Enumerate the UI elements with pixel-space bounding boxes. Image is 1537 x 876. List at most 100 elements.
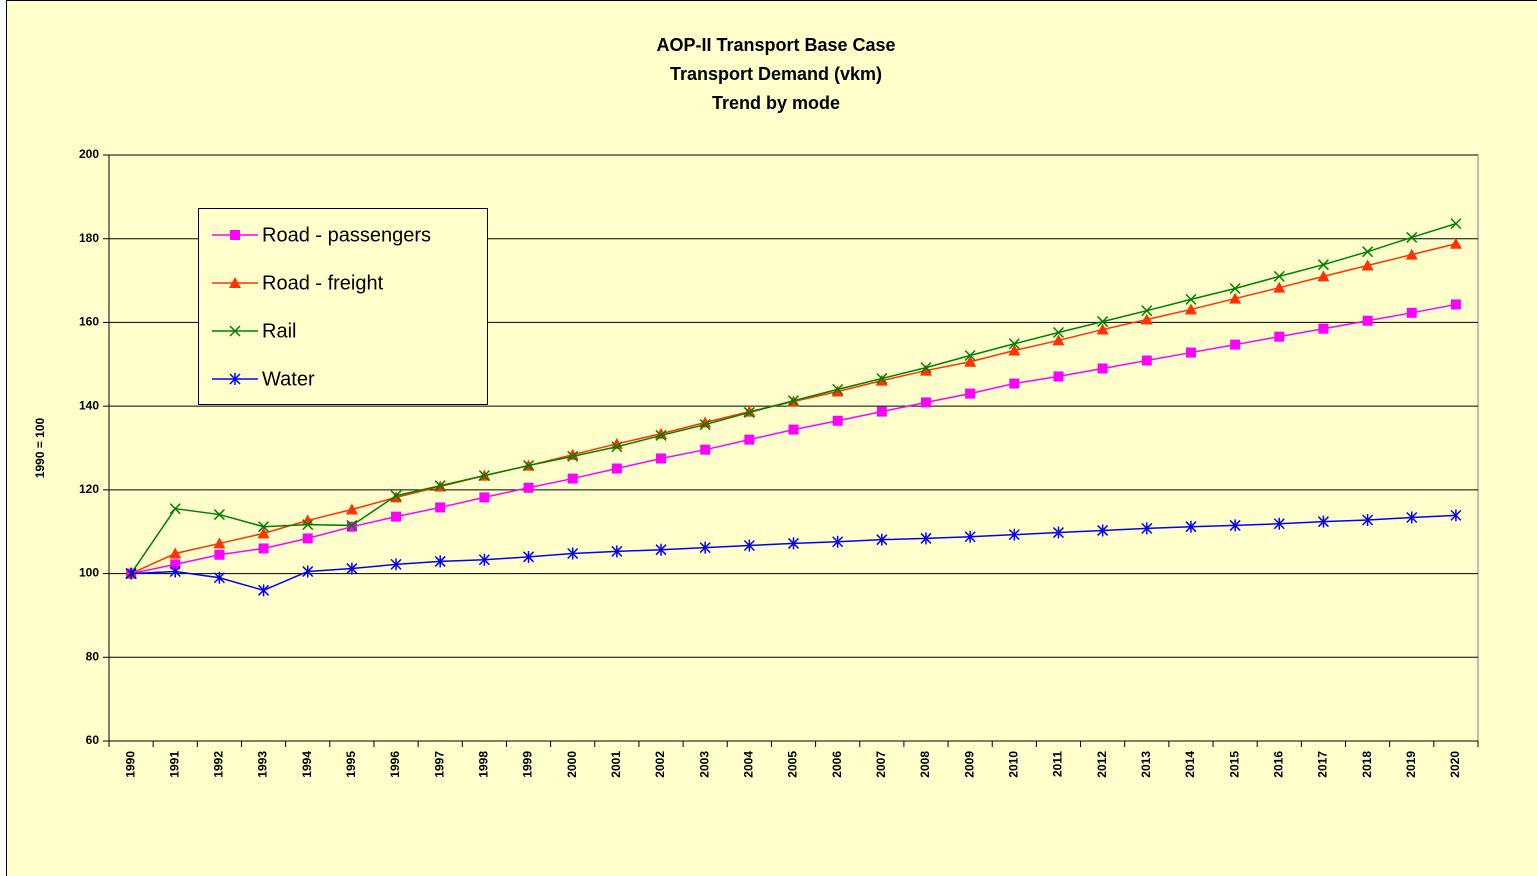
marker xyxy=(1406,307,1417,318)
marker xyxy=(700,444,711,455)
marker xyxy=(567,473,578,484)
chart-title: AOP-II Transport Base Case xyxy=(656,35,895,55)
x-tick-label: 1995 xyxy=(344,751,358,778)
marker xyxy=(1273,517,1285,530)
marker xyxy=(920,362,932,374)
marker xyxy=(345,503,358,515)
marker xyxy=(1097,524,1109,537)
marker xyxy=(876,533,888,546)
marker xyxy=(346,521,357,532)
marker xyxy=(1450,299,1461,310)
marker xyxy=(1274,331,1285,342)
marker xyxy=(213,509,225,521)
marker xyxy=(346,562,358,575)
marker xyxy=(964,349,976,362)
marker xyxy=(1140,313,1153,325)
marker xyxy=(743,406,755,418)
legend-box xyxy=(198,208,488,405)
marker xyxy=(919,364,932,376)
marker xyxy=(1009,378,1020,389)
x-tick-label: 2015 xyxy=(1227,751,1241,778)
marker xyxy=(1008,344,1021,356)
marker xyxy=(1450,218,1462,230)
marker xyxy=(169,503,181,515)
x-tick-label: 1992 xyxy=(212,751,226,778)
marker xyxy=(1053,371,1064,382)
marker xyxy=(1406,511,1418,524)
marker xyxy=(876,406,887,417)
marker xyxy=(1317,515,1329,528)
x-tick-label: 1991 xyxy=(167,751,181,778)
marker xyxy=(1406,231,1418,243)
marker xyxy=(170,559,181,570)
x-tick-label: 1993 xyxy=(256,751,270,778)
marker xyxy=(213,537,226,549)
marker xyxy=(964,355,977,367)
marker xyxy=(1052,334,1065,346)
marker xyxy=(1317,270,1330,282)
marker xyxy=(788,424,799,435)
marker xyxy=(169,547,182,559)
y-tick-label: 160 xyxy=(79,315,99,329)
x-tick-label: 2011 xyxy=(1051,751,1065,777)
marker xyxy=(523,460,535,472)
x-tick-label: 2008 xyxy=(918,751,932,778)
x-tick-label: 2003 xyxy=(697,751,711,778)
chart-title: Trend by mode xyxy=(712,93,840,113)
marker xyxy=(346,519,358,531)
marker xyxy=(920,397,931,408)
x-tick-label: 2007 xyxy=(874,751,888,778)
marker xyxy=(876,372,888,385)
marker xyxy=(523,482,534,493)
marker xyxy=(1449,237,1462,249)
y-tick-label: 100 xyxy=(79,566,99,580)
marker xyxy=(611,545,623,558)
marker xyxy=(229,277,241,288)
marker xyxy=(1185,347,1196,358)
marker xyxy=(434,480,446,492)
marker xyxy=(302,519,314,531)
chart-title: Transport Demand (vkm) xyxy=(670,64,882,84)
marker xyxy=(920,532,932,545)
x-tick-label: 1994 xyxy=(300,751,314,778)
legend-label: Road - passengers xyxy=(262,224,431,246)
marker xyxy=(787,537,800,550)
x-tick-label: 1998 xyxy=(477,751,491,778)
marker xyxy=(832,383,844,395)
marker xyxy=(391,511,402,522)
x-tick-label: 2006 xyxy=(830,751,844,778)
marker xyxy=(257,527,270,539)
y-axis-label: 1990 = 100 xyxy=(33,417,47,478)
y-tick-label: 180 xyxy=(79,231,99,245)
x-tick-label: 1990 xyxy=(123,751,137,778)
marker xyxy=(743,539,755,552)
x-tick-label: 2018 xyxy=(1360,751,1374,778)
marker xyxy=(125,567,137,580)
marker xyxy=(214,549,225,560)
marker xyxy=(1008,528,1020,541)
x-tick-label: 1999 xyxy=(521,751,535,778)
marker xyxy=(258,521,270,533)
marker xyxy=(1097,316,1109,328)
marker xyxy=(229,325,241,337)
marker xyxy=(1362,315,1373,326)
marker xyxy=(478,470,490,482)
y-tick-label: 120 xyxy=(79,482,99,496)
marker xyxy=(964,530,976,543)
x-tick-label: 2017 xyxy=(1316,751,1330,778)
y-tick-label: 80 xyxy=(86,649,100,663)
marker xyxy=(1230,339,1241,350)
marker xyxy=(831,385,844,397)
x-tick-label: 2013 xyxy=(1139,751,1153,778)
x-tick-label: 2009 xyxy=(962,751,976,778)
marker xyxy=(213,571,225,584)
marker xyxy=(1184,303,1197,315)
marker xyxy=(1008,338,1020,350)
x-tick-label: 2012 xyxy=(1095,751,1109,778)
marker xyxy=(611,463,622,474)
marker xyxy=(1229,519,1241,532)
marker xyxy=(1185,520,1197,533)
marker xyxy=(1052,326,1065,339)
marker xyxy=(258,584,270,597)
legend-label: Water xyxy=(262,368,315,390)
